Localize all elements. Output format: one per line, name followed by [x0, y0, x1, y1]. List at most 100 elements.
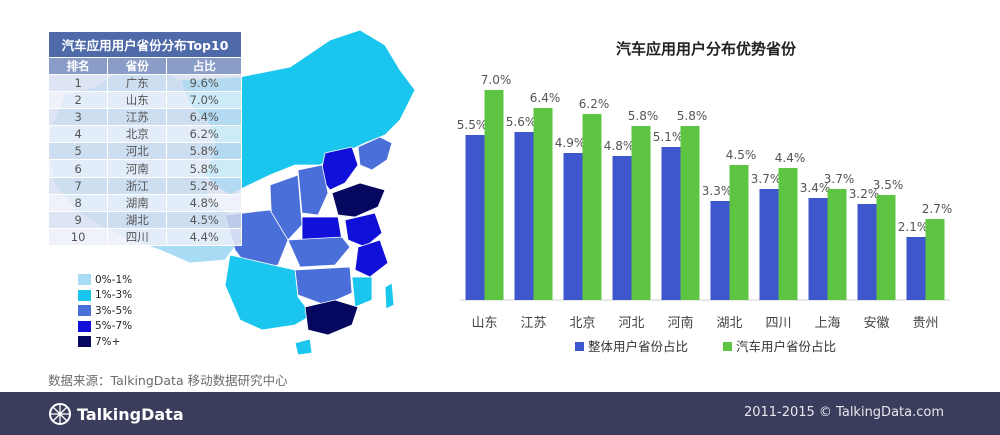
table-row: 9 湖北 4.5% [47, 210, 242, 229]
logo-icon [49, 403, 71, 425]
legend-label: 整体用户省份占比 [588, 339, 688, 354]
data-label: 6.4% [530, 91, 561, 105]
table-cell: 北京 [107, 125, 168, 144]
table-cell: 1 [47, 73, 109, 93]
data-label: 7.0% [481, 73, 512, 87]
data-label: 5.8% [677, 109, 708, 123]
map-region-hunan [294, 266, 353, 306]
map-region-guangdong [304, 299, 359, 336]
table-cell: 江苏 [107, 108, 168, 127]
map-legend: 0%-1% 1%-3% 3%-5% 5%-7% 7%+ [78, 272, 132, 350]
table-cell: 河北 [107, 142, 168, 161]
data-label: 3.7% [751, 172, 782, 186]
table-header-share: 占比 [166, 57, 242, 75]
table-row: 2 山东 7.0% [47, 91, 242, 110]
table-cell: 湖北 [107, 210, 168, 229]
map-region-shandong [331, 182, 386, 218]
chart-title: 汽车应用用户分布优势省份 [615, 40, 796, 58]
table-cell: 5.8% [166, 142, 242, 161]
data-label: 3.5% [873, 178, 904, 192]
data-source-note: 数据来源：TalkingData 移动数据研究中心 [48, 373, 288, 388]
x-tick-label: 北京 [569, 316, 595, 331]
x-tick-label: 上海 [814, 316, 840, 331]
logo-text: TalkingData [77, 404, 184, 424]
table-title: 汽车应用用户省份分布Top10 [48, 31, 242, 58]
bar-overall [808, 198, 828, 300]
table-cell: 9.6% [166, 73, 242, 93]
table-row: 10 四川 4.4% [47, 227, 242, 246]
table-cell: 2 [47, 91, 109, 110]
map-region-fujian [351, 276, 373, 308]
legend-swatch [723, 342, 732, 351]
x-tick-label: 河北 [618, 316, 644, 331]
bar-overall [710, 201, 730, 300]
x-tick-label: 湖北 [716, 316, 742, 331]
bar-auto [680, 126, 700, 300]
map-region-zhejiang [354, 239, 389, 278]
map-region-jiangsu [344, 212, 383, 248]
legend-swatch [78, 336, 91, 348]
map-legend-item: 1%-3% [78, 288, 132, 304]
data-label: 5.8% [628, 109, 659, 123]
bar-overall [857, 204, 877, 300]
x-tick-label: 山东 [471, 316, 497, 331]
bar-auto [876, 195, 896, 300]
table-row: 4 北京 6.2% [47, 125, 242, 144]
table-row: 7 浙江 5.2% [47, 176, 242, 195]
data-label: 6.2% [579, 97, 610, 111]
map-region-taiwan [384, 282, 395, 310]
bar-auto [827, 189, 847, 300]
data-label: 3.3% [702, 184, 733, 198]
table-row: 8 湖南 4.8% [47, 193, 242, 212]
bar-overall [759, 189, 779, 300]
table-cell: 6.2% [166, 125, 242, 144]
bar-auto [484, 90, 504, 300]
map-region-southwest [224, 254, 313, 331]
table-cell: 5.2% [166, 176, 242, 195]
legend-label: 0%-1% [95, 273, 133, 286]
map-legend-item: 7%+ [78, 334, 132, 350]
table-cell: 4 [47, 125, 109, 144]
map-legend-item: 3%-5% [78, 303, 132, 319]
table-row: 6 河南 5.8% [47, 159, 242, 178]
table-cell: 山东 [107, 91, 168, 110]
data-label: 5.1% [653, 130, 684, 144]
table-row: 1 广东 9.6% [47, 73, 242, 93]
table-cell: 四川 [107, 227, 168, 246]
copyright-text: 2011-2015 © TalkingData.com [743, 405, 944, 420]
table-cell: 河南 [107, 159, 168, 178]
data-label: 3.7% [824, 172, 855, 186]
bar-overall [514, 132, 534, 300]
table-cell: 湖南 [107, 193, 168, 212]
bar-overall [612, 156, 632, 300]
map-legend-item: 0%-1% [78, 272, 132, 288]
table-cell: 10 [47, 227, 109, 246]
legend-swatch [78, 274, 91, 286]
top10-table: 汽车应用用户省份分布Top10 排名 省份 占比 1 广东 9.6% 2 山东 7.0%… [47, 31, 242, 246]
data-label: 4.9% [555, 136, 586, 150]
footer-bar: TalkingData 2011-2015 © TalkingData.com [0, 392, 1000, 435]
data-label: 2.1% [898, 220, 929, 234]
data-label: 4.4% [775, 151, 806, 165]
map-region-hubei [287, 236, 351, 268]
data-label: 4.5% [726, 148, 757, 162]
legend-label: 3%-5% [95, 304, 133, 317]
map-region-hainan [294, 338, 313, 356]
table-row: 3 江苏 6.4% [47, 108, 242, 127]
table-cell: 9 [47, 210, 109, 229]
table-cell: 7.0% [166, 91, 242, 110]
table-cell: 浙江 [107, 176, 168, 195]
talkingdata-logo: TalkingData [48, 402, 184, 426]
bar-overall [563, 153, 583, 300]
legend-label: 7%+ [95, 335, 121, 348]
table-cell: 广东 [107, 73, 168, 93]
table-header-province: 省份 [107, 57, 168, 75]
table-cell: 4.4% [166, 227, 242, 246]
data-label: 5.6% [506, 115, 537, 129]
table-cell: 5 [47, 142, 109, 161]
table-cell: 3 [47, 108, 109, 127]
table-cell: 6 [47, 159, 109, 178]
x-tick-label: 安徽 [863, 316, 889, 331]
table-cell: 8 [47, 193, 109, 212]
bar-auto [631, 126, 651, 300]
